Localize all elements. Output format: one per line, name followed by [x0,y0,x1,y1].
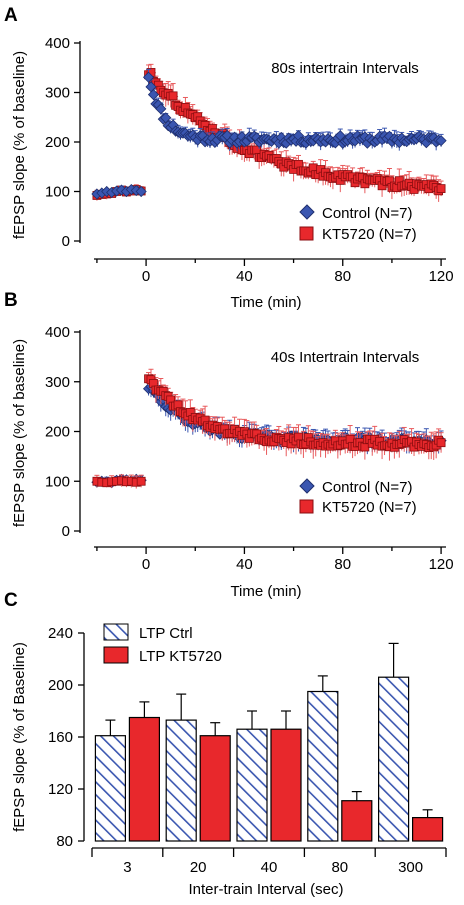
panel-c: C fEPSP slope (% of Baseline) Inter-trai… [4,590,447,898]
panel-a-y-axis-label: fEPSP slope (% of baseline) [11,51,28,239]
panel-a: A fEPSP slope (% of baseline) Time (min)… [4,5,454,311]
y-tick-label: 80 [56,833,73,850]
control-point [147,89,160,101]
panel-b-y-axis-label: fEPSP slope (% of baseline) [11,339,28,527]
legend-kt5720-label: KT5720 (N=7) [322,499,417,516]
y-tick-label: 0 [62,523,70,540]
x-tick-label: 40 [236,556,253,573]
ltp-ctrl-bar [94,735,127,842]
legend-ltp-ctrl-swatch [103,623,129,641]
ltp-ctrl-bar [165,719,197,842]
ltp-kt5720-bar [270,728,302,842]
x-tick-label: 40 [261,859,278,876]
ltp-ctrl-bar [307,690,339,842]
legend-kt5720-label: KT5720 (N=7) [322,226,417,243]
legend-ltp-ctrl-label: LTP Ctrl [139,625,193,642]
kt5720-point [360,442,370,452]
y-tick-label: 240 [48,625,73,642]
x-tick-label: 300 [398,859,423,876]
y-tick-label: 200 [48,677,73,694]
legend-kt5720-marker [299,499,314,514]
y-tick-label: 0 [62,233,70,250]
x-tick-label: 0 [142,556,150,573]
panel-letter-a: A [4,5,18,26]
y-tick-label: 160 [48,729,73,746]
x-tick-label: 40 [236,268,253,285]
legend-ltp-kt5720-label: LTP KT5720 [139,648,222,665]
legend-control-label: Control (N=7) [322,479,412,496]
ltp-ctrl-bar [236,728,268,842]
legend-kt5720-marker [299,226,314,241]
panel-a-legend: Control (N=7) KT5720 (N=7) [299,204,417,243]
x-tick-label: 120 [429,268,454,285]
panel-a-data-marks [91,63,447,202]
panel-c-y-axis-label: fEPSP slope (% of Baseline) [11,642,28,832]
panel-c-data-marks [94,642,444,842]
ltp-kt5720-bar [412,816,444,842]
kt5720-point [168,91,178,101]
y-tick-label: 100 [45,473,70,490]
panel-letter-c: C [4,590,18,611]
panel-b-axes: 0 100 200 300 400 0 40 80 120 [45,324,454,573]
y-tick-label: 300 [45,85,70,102]
control-point [155,103,167,115]
ltp-kt5720-bar [341,800,373,842]
ltp-ctrl-bar [378,676,410,842]
panel-b-x-axis-label: Time (min) [230,583,301,600]
ltp-kt5720-bar [128,716,160,842]
panel-a-annotation: 80s intertrain Intervals [271,60,419,77]
y-tick-label: 300 [45,374,70,391]
y-tick-label: 400 [45,324,70,341]
control-point [135,185,147,198]
legend-ltp-kt5720-swatch [103,646,129,664]
x-tick-label: 3 [123,859,131,876]
legend-control-label: Control (N=7) [322,205,412,222]
panel-c-legend: LTP Ctrl LTP KT5720 [103,623,222,665]
panel-a-axes: 0 100 200 300 400 0 40 80 120 [45,35,454,285]
x-tick-label: 120 [429,556,454,573]
x-tick-label: 20 [190,859,207,876]
x-tick-label: 80 [334,268,351,285]
control-point [435,135,447,147]
panel-b: B fEPSP slope (% of baseline) Time (min)… [4,290,454,600]
y-tick-label: 400 [45,35,70,52]
panel-c-x-axis-label: Inter-train Interval (sec) [188,881,343,898]
y-tick-label: 200 [45,134,70,151]
x-tick-label: 0 [142,268,150,285]
x-tick-label: 80 [331,859,348,876]
kt5720-point [436,184,446,194]
control-point [142,71,155,83]
panel-a-x-axis-label: Time (min) [230,294,301,311]
kt5720-point [136,476,146,486]
panel-b-data-marks [91,368,447,489]
kt5720-point [436,438,446,448]
panel-c-axes: 80 120 160 200 240 3 20 40 80 300 [48,625,447,876]
x-tick-label: 80 [334,556,351,573]
ltp-kt5720-bar [199,735,231,842]
panel-b-annotation: 40s Intertrain Intervals [271,349,419,366]
y-tick-label: 100 [45,184,70,201]
panel-b-legend: Control (N=7) KT5720 (N=7) [299,478,417,516]
legend-control-marker [299,204,315,220]
panel-letter-b: B [4,290,18,311]
y-tick-label: 200 [45,424,70,441]
legend-control-marker [299,478,315,494]
y-tick-label: 120 [48,781,73,798]
